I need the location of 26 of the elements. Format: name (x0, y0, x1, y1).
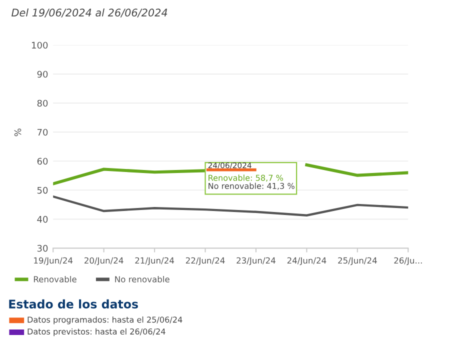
y-tick-label: 70 (37, 128, 48, 136)
y-tick-label: 50 (37, 186, 48, 194)
annotation: Renovable: 58,7 % (208, 174, 284, 182)
y-tick-label: 30 (37, 244, 48, 252)
x-tick-label: 22/Jun/24 (186, 257, 225, 266)
y-axis-title: % (14, 128, 22, 136)
y-tick-label: 40 (37, 216, 48, 223)
x-tick-label: 20/Jun/24 (84, 257, 124, 266)
x-tick-label: 25/Jun/24 (338, 257, 377, 266)
text: Datos programados: hasta el 25/06/24 (28, 316, 182, 324)
y-tick-label: 60 (37, 158, 48, 165)
text: Estado de los datos (9, 299, 138, 309)
x-tick-label: 26/Ju... (394, 257, 422, 266)
text: Datos previstos: hasta el 26/06/24 (28, 328, 166, 336)
chart-title: Del 19/06/2024 al 26/06/2024 (12, 8, 168, 18)
annotation: No renovable: 41,3 % (208, 182, 294, 190)
x-tick-label: 21/Jun/24 (135, 257, 174, 266)
legend-label: Renovable (34, 276, 76, 282)
x-tick-label: 24/Jun/24 (287, 257, 326, 266)
y-tick-label: 80 (37, 100, 48, 107)
legend-label: No renovable (115, 276, 170, 282)
y-tick-label: 90 (37, 70, 48, 78)
x-tick-label: 23/Jun/24 (236, 257, 276, 266)
line-series (53, 195, 408, 216)
x-tick-label: 19/Jun/24 (34, 257, 73, 266)
y-tick-label: 100 (32, 42, 48, 49)
